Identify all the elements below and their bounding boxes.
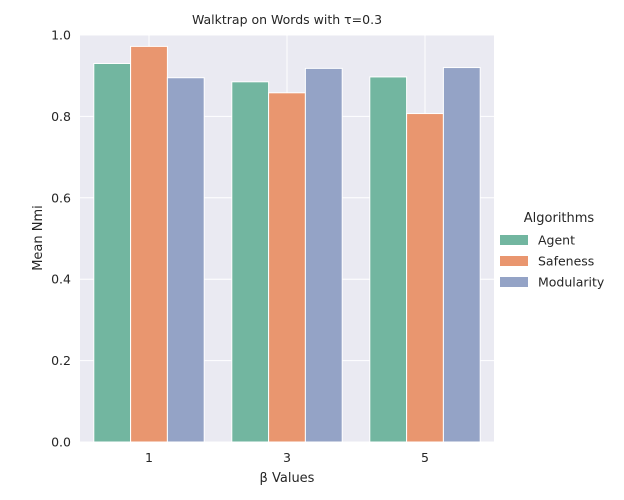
x-tick-label: 3 xyxy=(283,450,291,465)
legend-swatch-safeness xyxy=(500,256,528,266)
y-axis-label: Mean Nmi xyxy=(31,205,46,271)
bars xyxy=(93,45,481,443)
bar-safeness-1 xyxy=(130,45,168,443)
bar-agent-5 xyxy=(369,76,408,443)
bar-modularity-5 xyxy=(442,67,481,443)
y-tick-label: 1.0 xyxy=(51,28,71,43)
bar-safeness-5 xyxy=(406,113,444,443)
legend-label-modularity: Modularity xyxy=(538,275,605,290)
legend-swatch-modularity xyxy=(500,277,528,287)
chart-title: Walktrap on Words with τ=0.3 xyxy=(192,12,382,27)
legend-title: Algorithms xyxy=(524,211,595,226)
y-tick-label: 0.2 xyxy=(51,353,71,368)
bar-safeness-3 xyxy=(268,92,306,443)
y-tick-labels: 0.0 0.2 0.4 0.6 0.8 1.0 xyxy=(51,28,71,450)
legend-swatch-agent xyxy=(500,235,528,245)
legend-label-safeness: Safeness xyxy=(538,254,594,269)
legend: Algorithms Agent Safeness Modularity xyxy=(500,211,605,290)
bar-modularity-3 xyxy=(304,67,343,443)
x-tick-label: 1 xyxy=(145,450,153,465)
x-tick-labels: 1 3 5 xyxy=(145,450,429,465)
legend-label-agent: Agent xyxy=(538,233,575,248)
bar-agent-1 xyxy=(93,62,132,443)
y-tick-label: 0.8 xyxy=(51,109,71,124)
y-tick-label: 0.0 xyxy=(51,435,71,450)
y-tick-label: 0.6 xyxy=(51,190,71,205)
y-tick-label: 0.4 xyxy=(51,272,71,287)
bar-agent-3 xyxy=(231,81,270,443)
x-axis-label: β Values xyxy=(260,471,315,486)
bar-modularity-1 xyxy=(166,77,205,443)
x-tick-label: 5 xyxy=(421,450,429,465)
